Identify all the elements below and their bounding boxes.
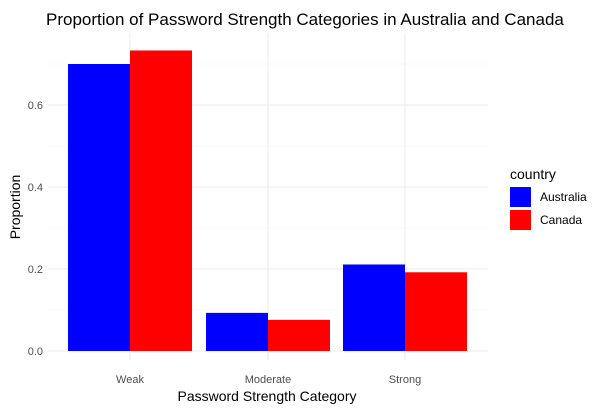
x-tick-label: Strong <box>389 374 421 386</box>
bar-canada-strong <box>405 272 467 351</box>
x-tick-label: Moderate <box>245 374 291 386</box>
legend-title: country <box>510 166 556 182</box>
y-axis-label: Proportion <box>7 175 23 240</box>
y-tick-label: 0.0 <box>28 346 43 358</box>
legend-label-canada: Canada <box>540 213 582 227</box>
x-axis-label: Password Strength Category <box>178 388 357 404</box>
bar-australia-weak <box>68 64 130 351</box>
chart-title: Proportion of Password Strength Categori… <box>46 10 564 29</box>
bar-canada-weak <box>130 50 192 351</box>
x-tick-label: Weak <box>116 374 144 386</box>
legend-swatch-australia <box>510 187 531 207</box>
y-tick-label: 0.2 <box>28 264 43 276</box>
legend-swatch-canada <box>510 210 531 230</box>
ticks-layer: 0.0 0.2 0.4 0.6 Weak Moderate Strong <box>28 100 422 386</box>
y-tick-label: 0.6 <box>28 100 43 112</box>
bar-australia-moderate <box>206 312 268 351</box>
bar-australia-strong <box>343 264 405 351</box>
legend-label-australia: Australia <box>540 190 587 204</box>
legend: country Australia Canada <box>510 166 587 230</box>
legend-items: Australia Canada <box>510 187 587 230</box>
bar-canada-moderate <box>268 319 330 351</box>
bars-layer <box>68 50 467 351</box>
y-tick-label: 0.4 <box>28 182 43 194</box>
